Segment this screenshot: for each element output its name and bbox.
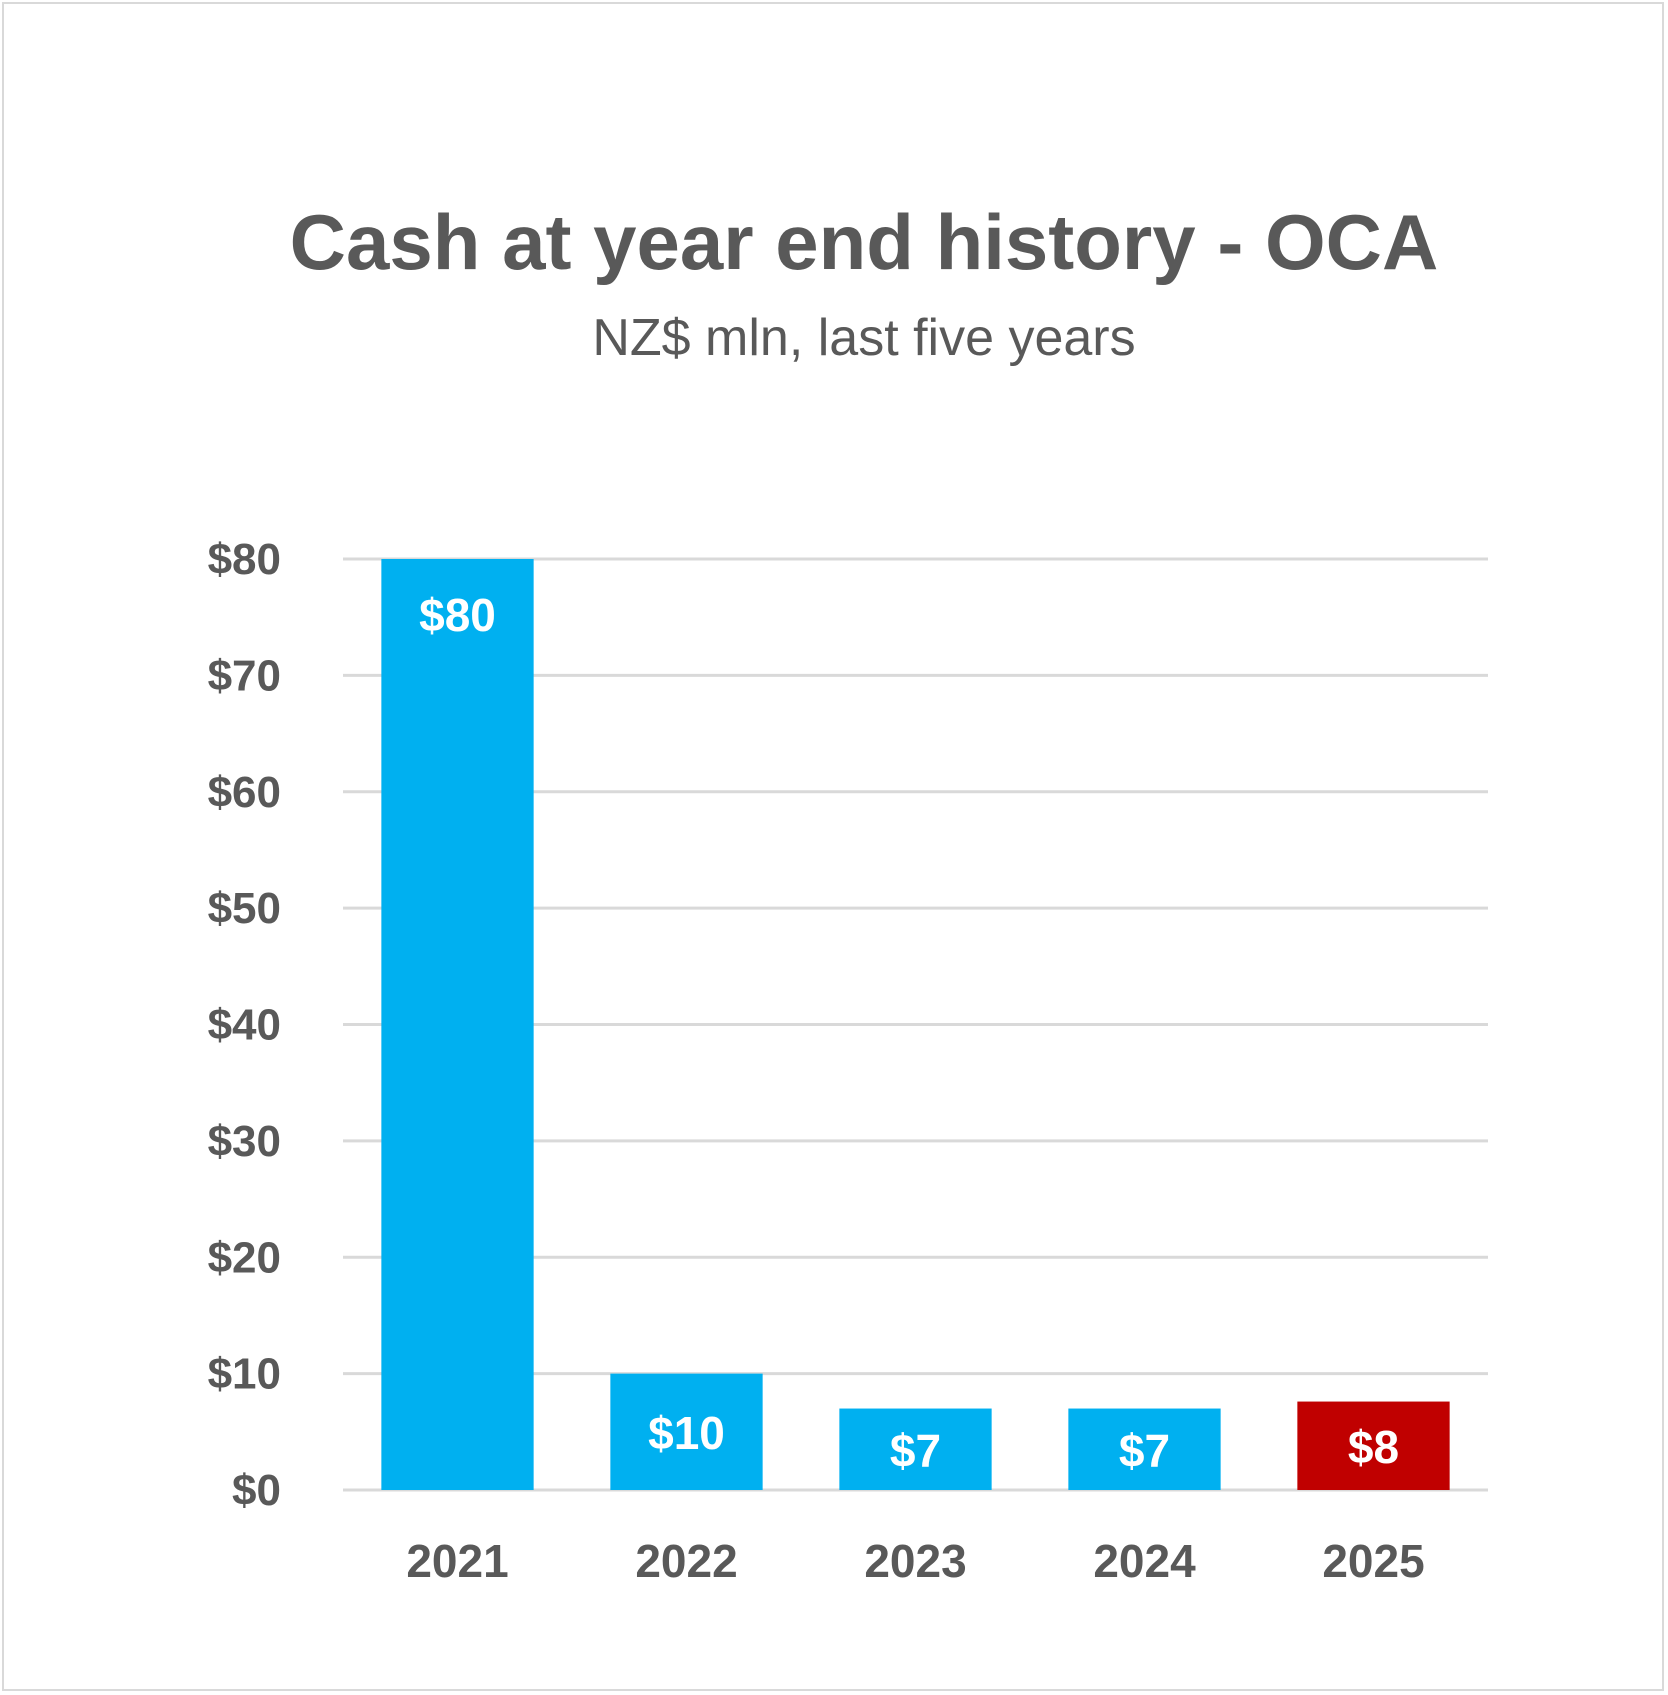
bar-2023: [839, 1408, 992, 1490]
bar-2024: [1068, 1408, 1221, 1490]
data-label-2023: $7: [890, 1424, 941, 1476]
y-tick-label: $80: [208, 535, 281, 584]
y-tick-label: $20: [208, 1233, 281, 1282]
data-label-2024: $7: [1119, 1424, 1170, 1476]
y-tick-label: $10: [208, 1350, 281, 1399]
y-tick-label: $30: [208, 1117, 281, 1166]
y-tick-label: $40: [208, 1001, 281, 1050]
x-tick-label: 2024: [1093, 1535, 1196, 1587]
y-tick-label: $0: [232, 1466, 281, 1515]
bars: [381, 559, 1450, 1490]
x-tick-label: 2021: [406, 1535, 508, 1587]
bar-2021: [381, 559, 534, 1490]
bar-2022: [610, 1373, 763, 1490]
data-label-2021: $80: [419, 589, 496, 641]
data-label-2022: $10: [648, 1407, 725, 1459]
gridlines: [343, 557, 1488, 1492]
y-tick-label: $70: [208, 651, 281, 700]
chart-title: Cash at year end history - OCA: [290, 198, 1439, 286]
x-tick-label: 2023: [864, 1535, 966, 1587]
data-label-2025: $8: [1348, 1421, 1399, 1473]
x-axis-ticks: 2021 2022 2023 2024 2025: [406, 1535, 1424, 1587]
chart-subtitle: NZ$ mln, last five years: [592, 309, 1135, 367]
x-tick-label: 2022: [635, 1535, 737, 1587]
y-axis-ticks: $0 $10 $20 $30 $40 $50 $60 $70 $80: [208, 535, 281, 1515]
bar-2025: [1297, 1401, 1450, 1490]
y-tick-label: $60: [208, 768, 281, 817]
y-tick-label: $50: [208, 884, 281, 933]
x-tick-label: 2025: [1322, 1535, 1424, 1587]
data-labels: $80 $10 $7 $7 $8: [419, 589, 1399, 1476]
